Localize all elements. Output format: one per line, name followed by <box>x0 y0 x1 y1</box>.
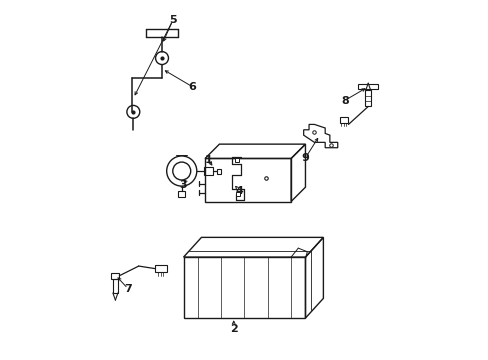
Text: 3: 3 <box>180 180 187 190</box>
Text: 6: 6 <box>188 82 196 92</box>
Text: 7: 7 <box>124 284 132 294</box>
Text: 1: 1 <box>204 155 212 165</box>
Text: 9: 9 <box>301 153 309 163</box>
Text: 8: 8 <box>340 96 348 106</box>
Text: 5: 5 <box>169 15 176 26</box>
Text: 4: 4 <box>235 186 243 196</box>
Text: 2: 2 <box>229 324 237 334</box>
